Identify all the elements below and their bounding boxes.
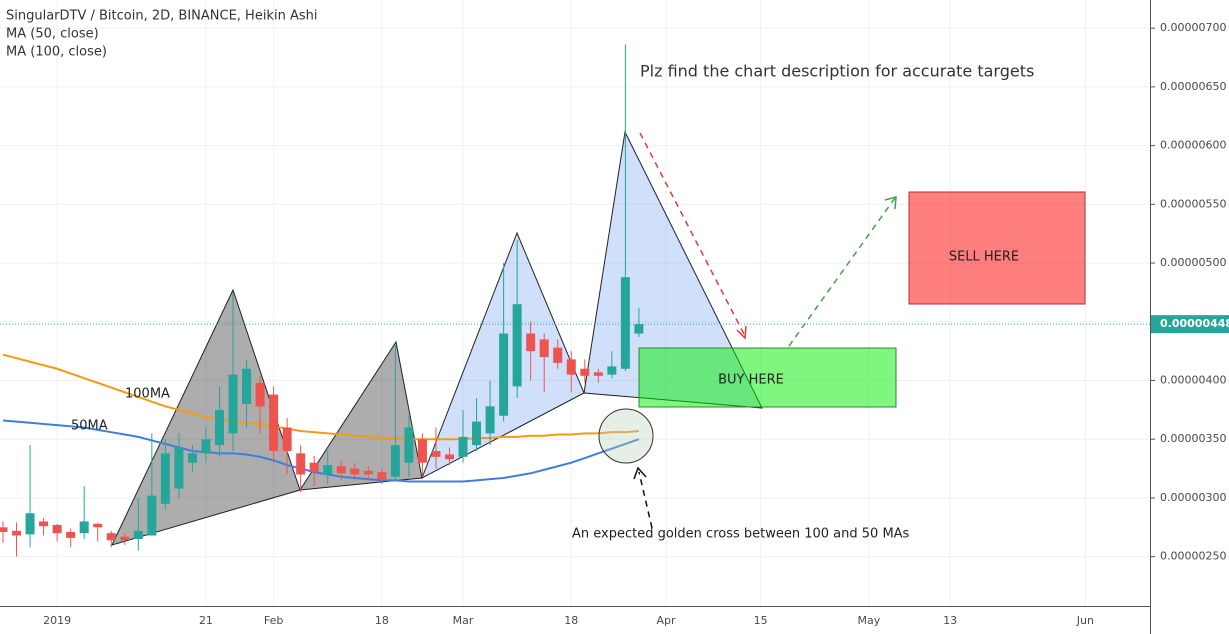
candle-body <box>593 372 603 376</box>
legend-entry: MA (100, close) <box>6 45 107 60</box>
candle-body <box>553 347 563 363</box>
candle-body <box>255 382 265 407</box>
candle-body <box>472 421 482 446</box>
y-tick-label: 0.00000700 <box>1160 21 1226 34</box>
x-tick-label: 13 <box>943 614 957 627</box>
last-price-box <box>1151 315 1229 334</box>
annotation: 100MA <box>125 387 170 402</box>
candle-body <box>323 465 333 475</box>
candle-body <box>404 427 414 463</box>
ma-line <box>2 353 639 441</box>
up-arrow <box>788 197 896 347</box>
candle-body <box>309 462 319 473</box>
arrow-head <box>736 325 747 340</box>
x-tick-label: May <box>858 614 881 627</box>
candle-body <box>228 374 238 434</box>
candle-body <box>580 368 590 376</box>
candle-body <box>52 524 62 534</box>
x-tick-label: 18 <box>564 614 578 627</box>
axis: 0.00000250 0.00000300 0.00000350 0.00000400… <box>43 21 1229 627</box>
x-tick-label: 15 <box>754 614 768 627</box>
candle-body <box>336 466 346 474</box>
drawings <box>111 130 763 546</box>
y-tick-label: 0.00000400 <box>1160 374 1226 387</box>
sell-zone <box>908 191 1086 305</box>
candle-body <box>539 339 549 358</box>
candle-body <box>620 277 630 369</box>
candle-body <box>526 333 536 352</box>
x-tick-label: 21 <box>199 614 213 627</box>
x-tick-label: Jun <box>1076 614 1094 627</box>
y-tick-label: 0.00000600 <box>1160 139 1226 152</box>
candle-body <box>296 453 306 475</box>
candle-body <box>93 523 103 528</box>
candle-body <box>458 436 468 457</box>
candle-body <box>174 447 184 489</box>
candle-body <box>106 533 116 541</box>
candle-body <box>282 427 292 451</box>
candle-body <box>0 527 8 533</box>
plot <box>0 44 1150 557</box>
arrow-head <box>633 466 647 480</box>
grid <box>0 0 1150 606</box>
chart-title: SingularDTV / Bitcoin, 2D, BINANCE, Heik… <box>6 9 317 24</box>
annotation: SELL HERE <box>949 250 1019 265</box>
candle-body <box>66 532 76 538</box>
candle-body <box>377 472 387 480</box>
annotation: An expected golden cross between 100 and… <box>572 527 910 542</box>
candle-body <box>120 536 130 541</box>
candle-body <box>214 409 224 446</box>
buy-zone <box>638 347 897 408</box>
arrow-head <box>884 195 897 210</box>
candle-body <box>417 439 427 463</box>
x-tick-label: 2019 <box>43 614 71 627</box>
x-tick-label: 18 <box>375 614 389 627</box>
y-tick-label: 0.00000550 <box>1160 197 1226 210</box>
x-tick-label: Apr <box>656 614 676 627</box>
candle-body <box>634 324 644 334</box>
cross-circle <box>598 408 654 464</box>
candle-body <box>444 454 454 460</box>
y-tick-label: 0.00000300 <box>1160 491 1226 504</box>
candle-body <box>147 495 157 536</box>
candle-body <box>269 394 279 451</box>
pointer-arrow <box>638 471 653 529</box>
drawings-top: Plz find the chart description for accur… <box>71 62 1086 542</box>
x-tick-label: Mar <box>453 614 474 627</box>
candle-body <box>512 304 522 387</box>
last-price-label: 0.00000448 <box>1160 317 1229 330</box>
y-tick-label: 0.00000500 <box>1160 256 1226 269</box>
legend-entry: MA (50, close) <box>6 27 99 42</box>
y-tick-label: 0.00000650 <box>1160 80 1226 93</box>
annotation: Plz find the chart description for accur… <box>640 62 1034 81</box>
candle-body <box>350 468 360 475</box>
candle-body <box>242 368 252 404</box>
candle-body <box>390 445 400 477</box>
down-arrow <box>639 132 746 337</box>
candle-body <box>133 530 143 540</box>
y-tick-label: 0.00000250 <box>1160 550 1226 563</box>
candle-body <box>12 530 22 536</box>
annotation: BUY HERE <box>718 373 784 388</box>
candle-body <box>39 521 49 527</box>
annotation: 50MA <box>71 419 108 434</box>
candle-body <box>485 406 495 434</box>
ma-line <box>2 419 640 483</box>
candle-body <box>25 513 35 535</box>
candle-body <box>499 333 509 416</box>
candle-body <box>431 450 441 457</box>
candle-body <box>607 366 617 375</box>
candle-body <box>566 359 576 375</box>
x-tick-label: Feb <box>264 614 283 627</box>
candle-body <box>187 453 197 463</box>
candle-body <box>363 470 373 475</box>
y-tick-label: 0.00000350 <box>1160 432 1226 445</box>
candle-body <box>201 439 211 454</box>
candle-body <box>160 453 170 504</box>
candle-body <box>79 521 89 534</box>
